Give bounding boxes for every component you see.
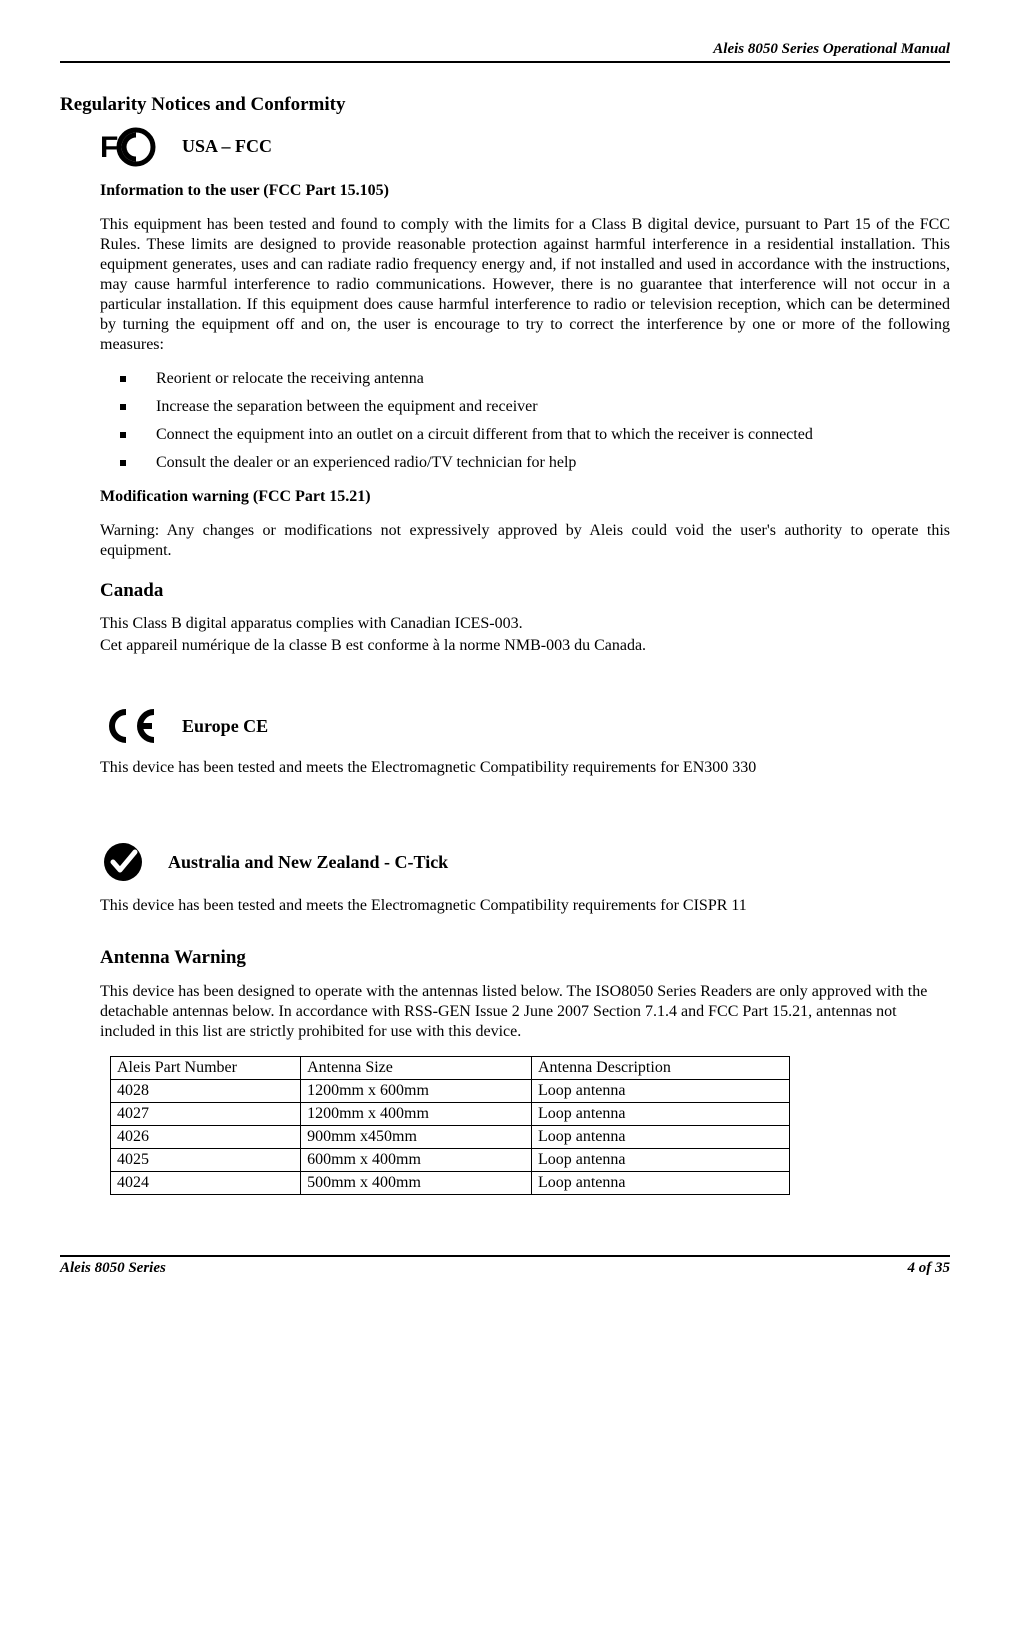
antenna-para: This device has been designed to operate… [100, 982, 950, 1042]
anz-para: This device has been tested and meets th… [100, 896, 950, 916]
ctick-icon [100, 842, 146, 882]
antenna-table: Aleis Part Number Antenna Size Antenna D… [110, 1056, 790, 1195]
page-title: Regularity Notices and Conformity [60, 93, 950, 117]
table-cell: Aleis Part Number [111, 1057, 301, 1080]
footer-right: 4 of 35 [908, 1259, 951, 1278]
europe-row: Europe CE [100, 708, 950, 744]
table-cell: 4027 [111, 1103, 301, 1126]
table-cell: 900mm x450mm [301, 1126, 532, 1149]
table-row: Aleis Part Number Antenna Size Antenna D… [111, 1057, 790, 1080]
usa-heading: USA – FCC [182, 135, 272, 158]
mod-warning-subhead: Modification warning (FCC Part 15.21) [100, 487, 950, 507]
fcc-info-subhead: Information to the user (FCC Part 15.105… [100, 181, 950, 201]
table-cell: Loop antenna [531, 1080, 789, 1103]
table-cell: Loop antenna [531, 1149, 789, 1172]
table-cell: 4025 [111, 1149, 301, 1172]
table-cell: 1200mm x 400mm [301, 1103, 532, 1126]
ce-icon [100, 708, 160, 744]
fcc-icon: F [100, 127, 160, 167]
table-cell: Loop antenna [531, 1103, 789, 1126]
canada-heading: Canada [100, 579, 950, 603]
page-header: Aleis 8050 Series Operational Manual [60, 40, 950, 63]
usa-fcc-row: F USA – FCC [100, 127, 950, 167]
mod-warning-para: Warning: Any changes or modifications no… [100, 521, 950, 561]
header-right: Aleis 8050 Series Operational Manual [713, 40, 950, 59]
table-cell: 500mm x 400mm [301, 1172, 532, 1195]
svg-text:F: F [100, 131, 118, 164]
table-cell: 4026 [111, 1126, 301, 1149]
footer-left: Aleis 8050 Series [60, 1259, 166, 1278]
list-item: Increase the separation between the equi… [120, 397, 950, 417]
table-cell: 600mm x 400mm [301, 1149, 532, 1172]
antenna-heading: Antenna Warning [100, 946, 950, 970]
page-footer: Aleis 8050 Series 4 of 35 [60, 1255, 950, 1278]
table-row: 4025600mm x 400mmLoop antenna [111, 1149, 790, 1172]
table-cell: 4024 [111, 1172, 301, 1195]
table-cell: 1200mm x 600mm [301, 1080, 532, 1103]
anz-heading: Australia and New Zealand - C-Tick [168, 851, 448, 874]
canada-line2: Cet appareil numérique de la classe B es… [100, 636, 950, 656]
table-row: 4026900mm x450mmLoop antenna [111, 1126, 790, 1149]
list-item: Connect the equipment into an outlet on … [120, 425, 950, 445]
table-cell: Loop antenna [531, 1126, 789, 1149]
europe-para: This device has been tested and meets th… [100, 758, 950, 778]
table-cell: 4028 [111, 1080, 301, 1103]
anz-row: Australia and New Zealand - C-Tick [100, 842, 950, 882]
fcc-measures-list: Reorient or relocate the receiving anten… [120, 369, 950, 473]
fcc-info-para: This equipment has been tested and found… [100, 215, 950, 355]
list-item: Consult the dealer or an experienced rad… [120, 453, 950, 473]
list-item: Reorient or relocate the receiving anten… [120, 369, 950, 389]
table-cell: Antenna Size [301, 1057, 532, 1080]
canada-line1: This Class B digital apparatus complies … [100, 614, 950, 634]
table-row: 40281200mm x 600mmLoop antenna [111, 1080, 790, 1103]
table-cell: Antenna Description [531, 1057, 789, 1080]
europe-heading: Europe CE [182, 715, 268, 738]
table-row: 4024500mm x 400mmLoop antenna [111, 1172, 790, 1195]
table-row: 40271200mm x 400mmLoop antenna [111, 1103, 790, 1126]
table-cell: Loop antenna [531, 1172, 789, 1195]
